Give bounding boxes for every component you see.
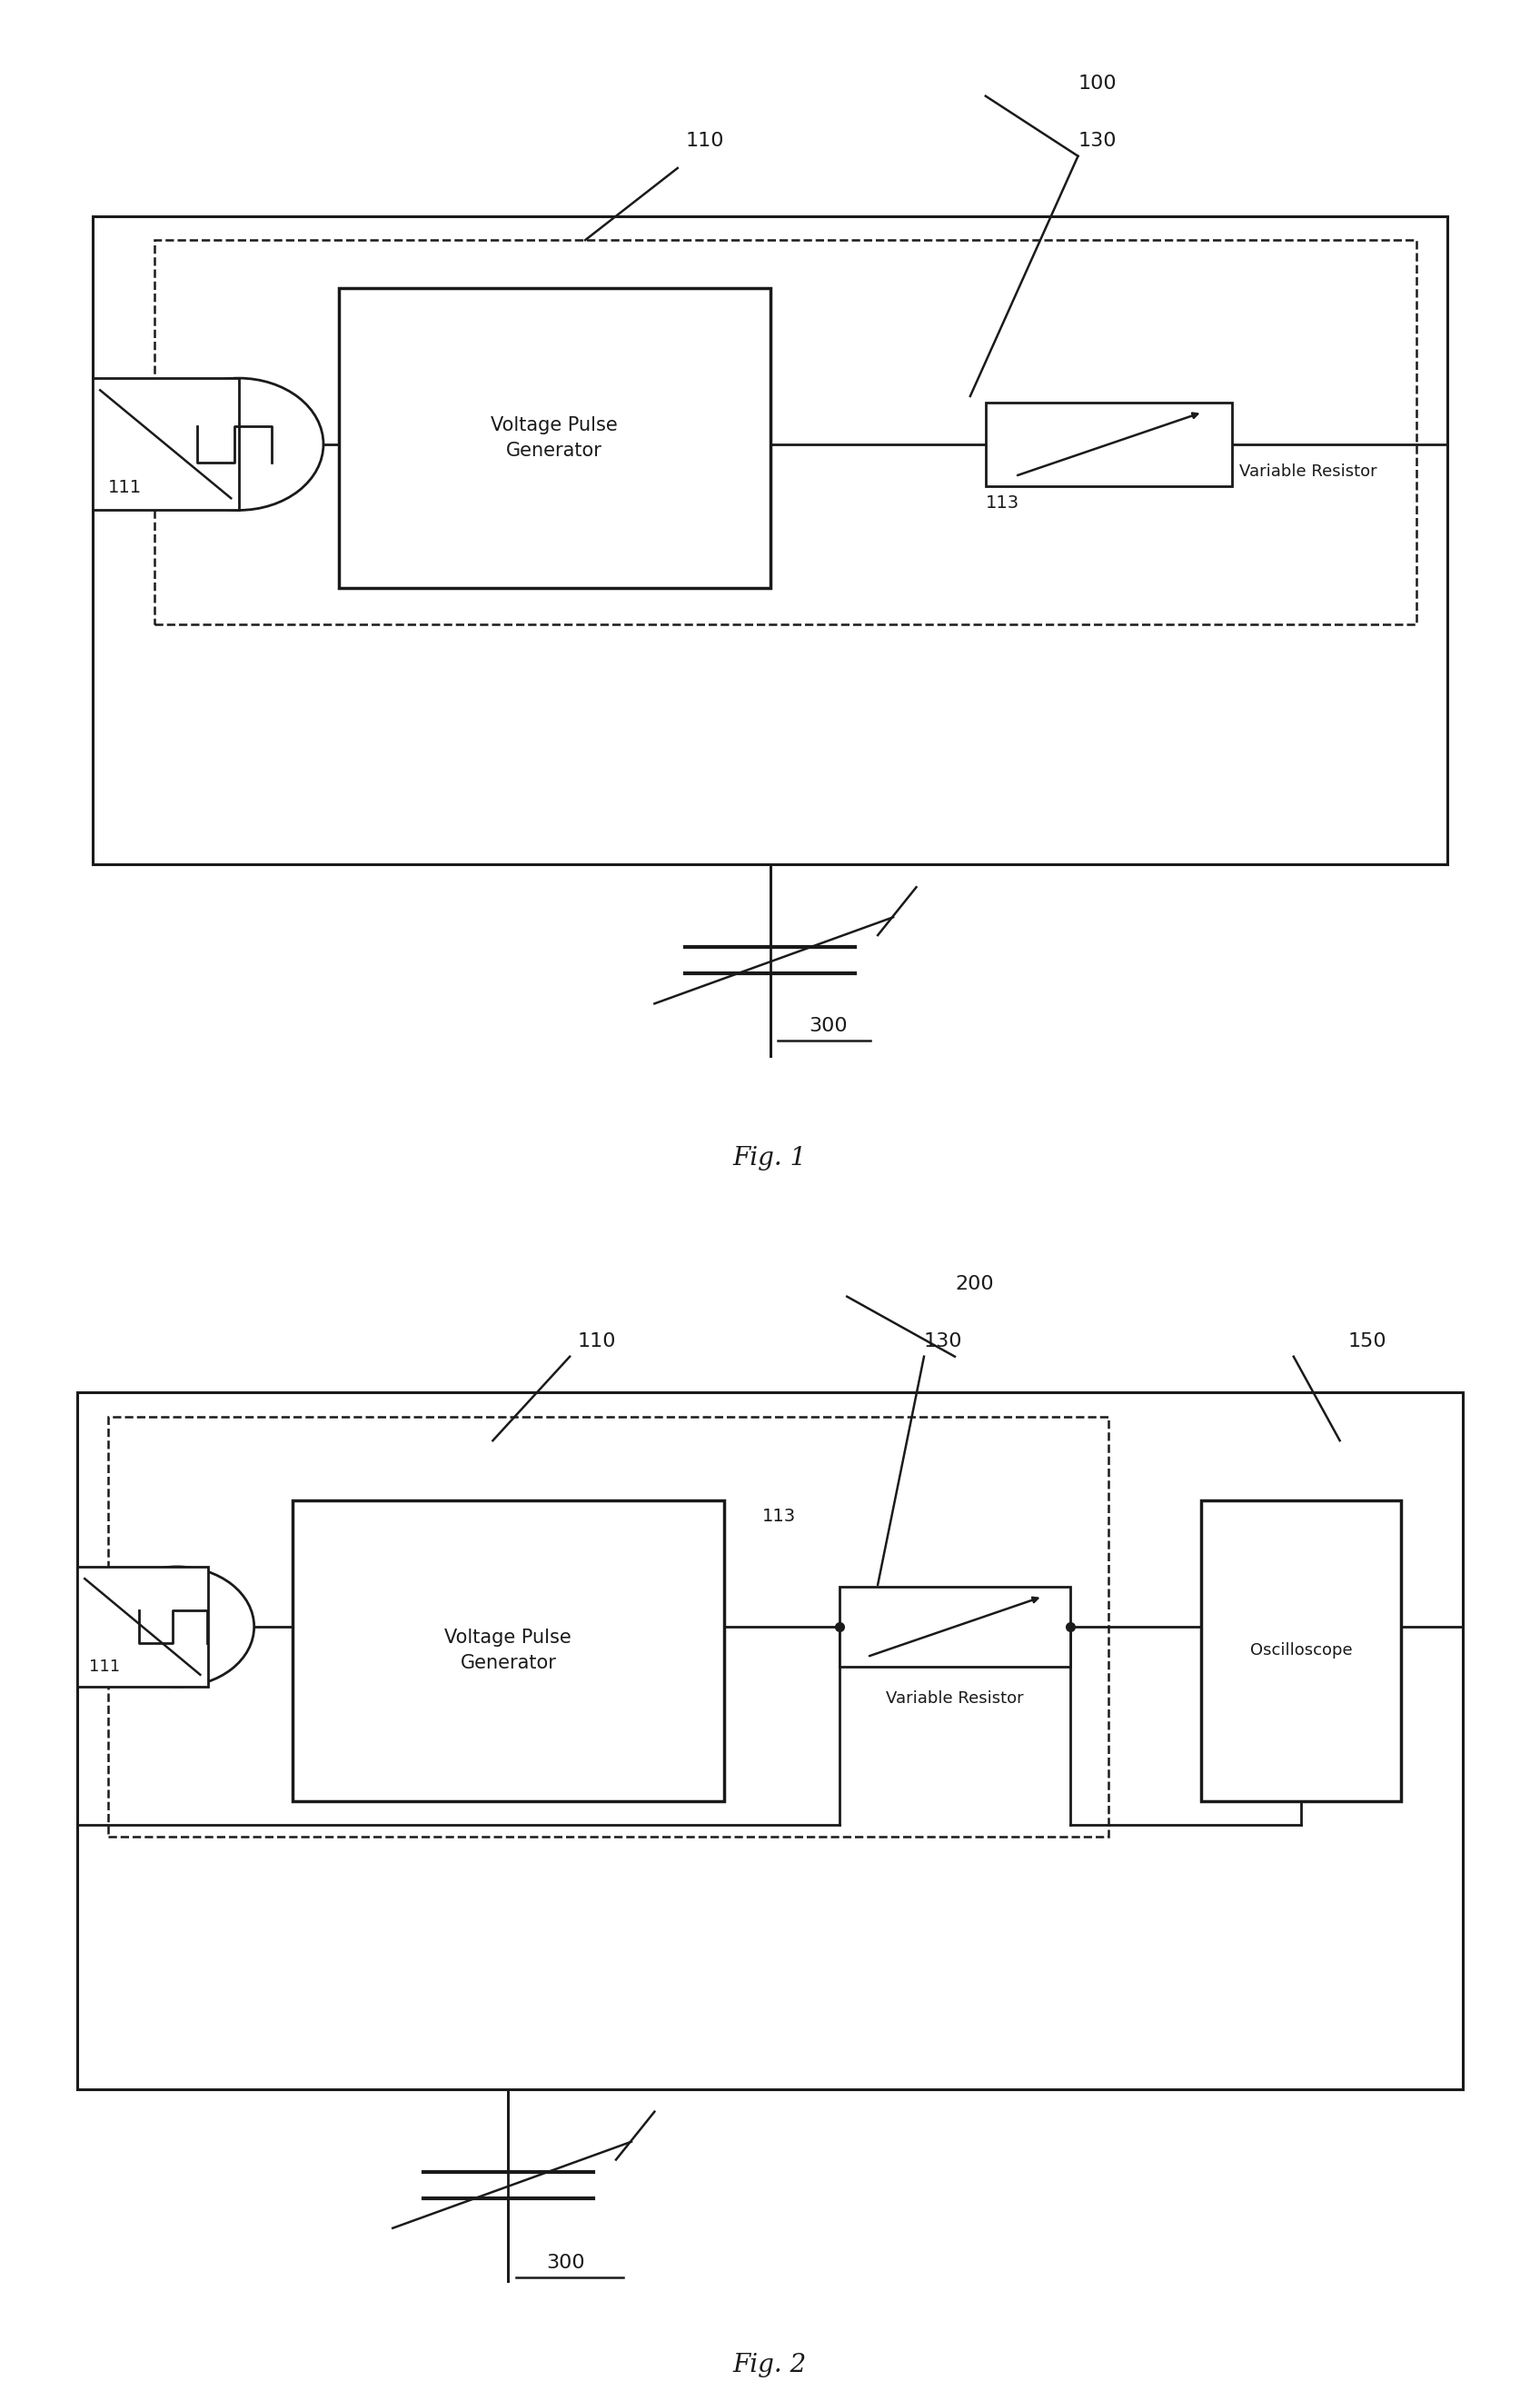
Bar [77,1565,208,1686]
Text: Voltage Pulse
Generator: Voltage Pulse Generator [491,415,618,461]
Bar [293,1501,724,1801]
Text: 111: 111 [108,478,142,497]
Bar [839,1587,1070,1666]
Bar [77,1393,1463,2089]
Bar [92,379,239,511]
Bar [154,240,1417,624]
Bar [108,1417,1109,1837]
Text: Variable Resistor: Variable Resistor [1240,463,1377,480]
Text: 300: 300 [547,2255,585,2271]
Text: 300: 300 [808,1018,847,1035]
Text: Voltage Pulse
Generator: Voltage Pulse Generator [445,1628,571,1673]
Text: 113: 113 [986,495,1019,511]
Text: 110: 110 [685,132,724,149]
Text: 200: 200 [955,1275,993,1294]
Circle shape [154,377,323,511]
Text: 110: 110 [578,1333,616,1349]
Text: Variable Resistor: Variable Resistor [885,1690,1024,1707]
Text: 100: 100 [1078,74,1116,94]
Text: Fig. 1: Fig. 1 [733,1145,807,1172]
Circle shape [100,1565,254,1686]
Text: 113: 113 [762,1508,796,1525]
Bar [1201,1501,1401,1801]
Text: 130: 130 [924,1333,962,1349]
Text: Fig. 2: Fig. 2 [733,2353,807,2377]
Text: Oscilloscope: Oscilloscope [1250,1642,1352,1659]
Bar [339,288,770,588]
Bar [986,401,1232,485]
Text: 111: 111 [89,1659,120,1676]
Bar [92,216,1448,864]
Text: 150: 150 [1348,1333,1386,1349]
Text: 130: 130 [1078,132,1116,149]
